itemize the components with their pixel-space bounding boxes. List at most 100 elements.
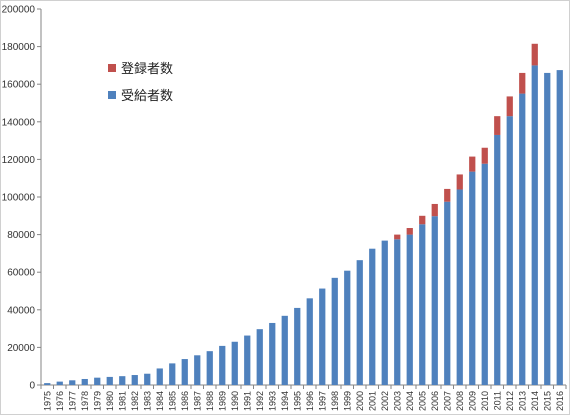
bar-recipients	[369, 248, 376, 385]
legend-swatch-registered	[108, 64, 116, 72]
bar-recipients	[131, 375, 138, 385]
x-tick-label: 1983	[142, 391, 152, 411]
x-tick-label: 1979	[92, 391, 102, 411]
bar-recipients	[406, 234, 413, 385]
bar-recipients	[394, 239, 401, 385]
x-tick-label: 2012	[505, 391, 515, 411]
bars	[44, 43, 563, 386]
x-tick-label: 2010	[480, 391, 490, 411]
x-tick-label: 1984	[155, 391, 165, 411]
y-tick-label: 60000	[7, 268, 35, 279]
bar-recipients	[119, 376, 126, 385]
x-tick-label: 1978	[80, 391, 90, 411]
x-tick-label: 1985	[167, 391, 177, 411]
x-tick-label: 1977	[67, 391, 77, 411]
bar-recipients	[294, 307, 301, 385]
x-tick-label: 2008	[455, 391, 465, 411]
bar-recipients	[344, 270, 351, 385]
bar-recipients	[506, 116, 513, 385]
x-tick-label: 2007	[442, 391, 452, 411]
bar-recipients	[481, 163, 488, 385]
x-tick-label: 2004	[405, 391, 415, 411]
y-tick-label: 120000	[2, 155, 36, 166]
y-axis-ticks: 0 20000 40000 60000 80000 100000 120000 140000 1…	[2, 5, 41, 392]
bar-recipients	[206, 351, 213, 385]
x-tick-label: 2015	[542, 391, 552, 411]
x-tick-label: 1980	[105, 391, 115, 411]
bar-recipients	[356, 260, 363, 385]
x-tick-label: 1981	[117, 391, 127, 411]
x-axis-ticks: 1975 1976 1977 1978 1979 1980 1981 1982 1983 1984…	[40, 385, 567, 411]
bar-recipients	[219, 345, 226, 385]
bar-recipients	[319, 288, 326, 385]
bar-recipients	[556, 70, 563, 385]
bar-recipients	[81, 378, 88, 385]
x-tick-label: 2006	[430, 391, 440, 411]
x-tick-label: 1999	[342, 391, 352, 411]
bar-recipients	[469, 171, 476, 385]
x-tick-label: 2002	[380, 391, 390, 411]
x-tick-label: 2011	[492, 391, 502, 410]
x-tick-label: 2005	[417, 391, 427, 411]
legend-swatch-recipients	[108, 91, 116, 99]
bar-recipients	[431, 216, 438, 385]
bar-recipients	[456, 189, 463, 385]
bar-recipients	[331, 277, 338, 385]
bar-recipients	[256, 329, 263, 385]
bar-recipients	[56, 381, 63, 385]
bar-recipients	[194, 355, 201, 385]
x-tick-label: 2013	[517, 391, 527, 411]
bar-recipients	[231, 341, 238, 385]
bar-registered	[506, 96, 513, 117]
x-tick-label: 1997	[317, 391, 327, 411]
x-tick-label: 1996	[305, 391, 315, 411]
bar-recipients	[69, 380, 76, 385]
x-tick-label: 1995	[292, 391, 302, 411]
bar-recipients	[306, 298, 313, 385]
bar-recipients	[531, 65, 538, 386]
x-tick-label: 2014	[530, 391, 540, 411]
legend-label-recipients: 受給者数	[121, 89, 173, 104]
x-tick-label: 2003	[392, 391, 402, 411]
bar-registered	[531, 43, 538, 66]
bar-recipients	[494, 134, 501, 385]
bar-registered	[431, 203, 438, 217]
x-tick-label: 2009	[467, 391, 477, 411]
x-tick-label: 1989	[217, 391, 227, 411]
x-tick-label: 1987	[192, 391, 202, 411]
bar-recipients	[44, 383, 51, 385]
bar-recipients	[381, 240, 388, 385]
legend-label-registered: 登録者数	[121, 62, 173, 77]
x-tick-label: 1976	[55, 391, 65, 411]
bar-recipients	[181, 359, 188, 385]
x-tick-label: 1990	[230, 391, 240, 411]
bar-recipients	[519, 93, 526, 385]
y-tick-label: 160000	[2, 80, 36, 91]
y-tick-label: 180000	[2, 42, 36, 53]
y-tick-label: 40000	[7, 305, 35, 316]
bar-recipients	[169, 363, 176, 385]
x-tick-label: 2016	[555, 391, 565, 411]
y-tick-label: 100000	[2, 193, 36, 204]
y-tick-label: 140000	[2, 117, 36, 128]
x-tick-label: 1992	[255, 391, 265, 411]
bar-registered	[444, 188, 451, 202]
y-tick-label: 0	[29, 381, 35, 392]
bar-recipients	[94, 377, 101, 385]
bar-recipients	[144, 373, 151, 385]
bar-recipients	[156, 368, 163, 385]
x-tick-label: 1993	[267, 391, 277, 411]
y-tick-label: 80000	[7, 230, 35, 241]
bar-recipients	[544, 72, 551, 386]
bar-registered	[519, 72, 526, 94]
x-tick-label: 1994	[280, 391, 290, 411]
bar-registered	[481, 147, 488, 164]
bar-registered	[469, 156, 476, 172]
bar-recipients	[444, 201, 451, 385]
x-tick-label: 1986	[180, 391, 190, 411]
bar-recipients	[244, 335, 251, 385]
bar-registered	[394, 234, 401, 240]
x-tick-label: 1975	[42, 391, 52, 411]
bar-recipients	[419, 224, 426, 385]
bar-registered	[419, 215, 426, 225]
